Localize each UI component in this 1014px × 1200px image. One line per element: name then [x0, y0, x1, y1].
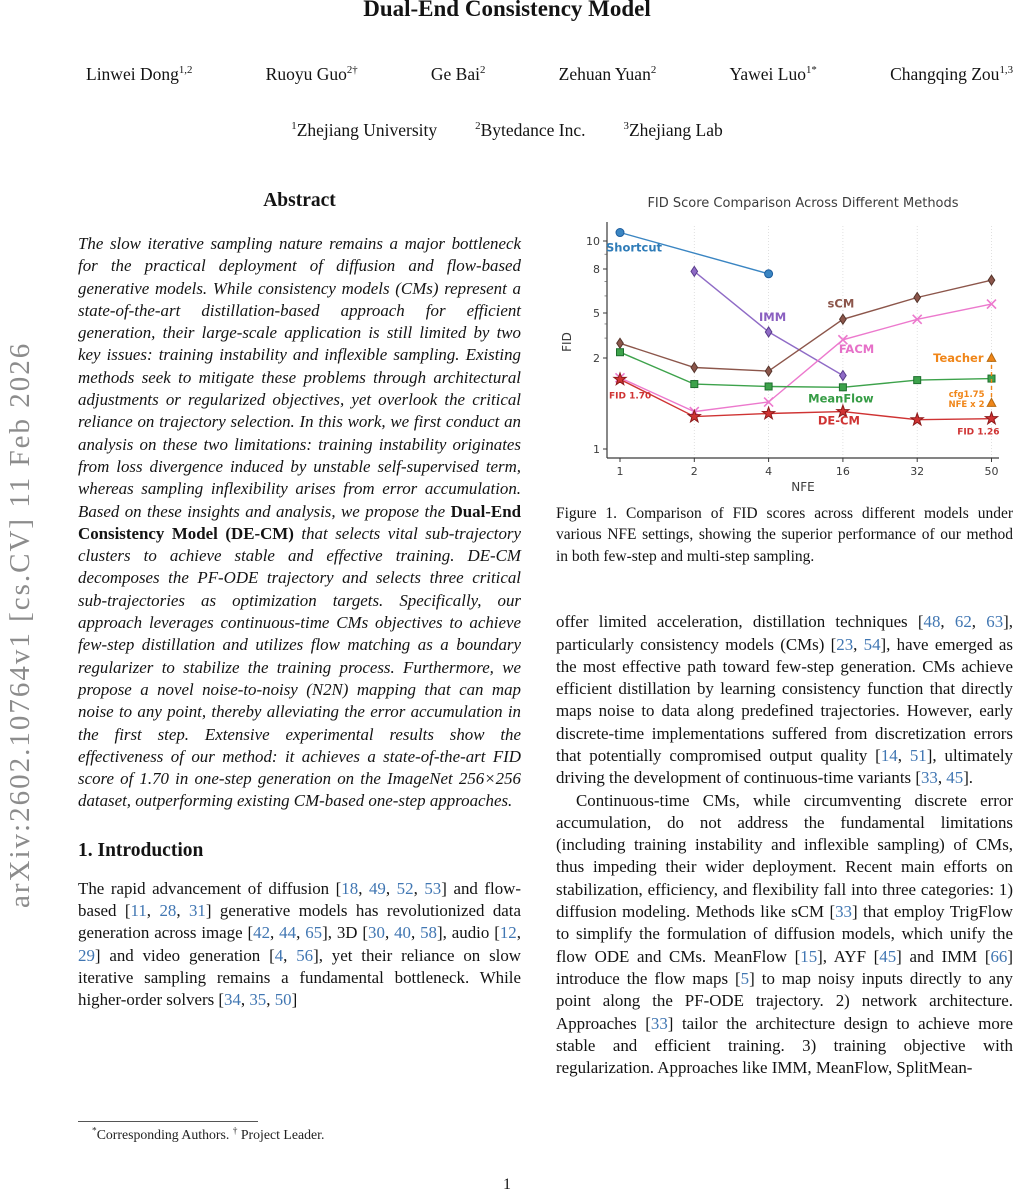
footnote-text: *Corresponding Authors. † Project Leader…: [92, 1126, 325, 1142]
citation-link[interactable]: 58: [420, 923, 437, 943]
citation-link[interactable]: 5: [740, 968, 750, 988]
citation-link[interactable]: 54: [863, 634, 881, 654]
citation-link[interactable]: 30: [368, 923, 385, 943]
svg-text:5: 5: [593, 307, 600, 320]
citation-link[interactable]: 42: [253, 923, 271, 943]
citation-link[interactable]: 14: [880, 746, 898, 765]
citation-link[interactable]: 35: [249, 990, 267, 1010]
affiliation: 1Zhejiang University: [291, 120, 438, 140]
citation-link[interactable]: 40: [394, 923, 411, 943]
svg-text:DE-CM: DE-CM: [818, 414, 860, 428]
affiliations-row: 1Zhejiang University 2Bytedance Inc. 3Zhej…: [0, 120, 1014, 141]
citation-link[interactable]: 49: [368, 878, 386, 898]
citation-link[interactable]: 11: [130, 901, 147, 921]
citation-link[interactable]: 4: [274, 945, 284, 965]
svg-text:2: 2: [593, 352, 600, 365]
footnote-rule: [78, 1121, 258, 1122]
svg-text:50: 50: [985, 465, 999, 478]
citation-link[interactable]: 48: [923, 612, 941, 632]
svg-text:FID: FID: [560, 332, 574, 352]
citation-link[interactable]: 33: [835, 902, 852, 922]
svg-text:1: 1: [593, 443, 600, 456]
citation-link[interactable]: 51: [909, 746, 927, 765]
author: Ge Bai2: [430, 64, 486, 84]
citation-link[interactable]: 23: [836, 634, 854, 654]
fid-comparison-chart: 1 2 4 16 32 50 1 2 5 8 10 FID Score Comparison Acro…: [560, 196, 1000, 494]
citation-link[interactable]: 15: [800, 946, 818, 966]
svg-text:MeanFlow: MeanFlow: [808, 391, 874, 405]
citation-link[interactable]: 63: [986, 612, 1004, 632]
citation-link[interactable]: 53: [424, 878, 442, 898]
abstract-heading: Abstract: [263, 190, 336, 211]
citation-link[interactable]: 18: [341, 878, 359, 898]
citation-link[interactable]: 66: [990, 946, 1008, 966]
citation-link[interactable]: 52: [396, 878, 414, 898]
author: Ruoyu Guo2†: [265, 64, 358, 84]
body-paragraph-2: Continuous-time CMs, while circumventing…: [556, 790, 1014, 1078]
affiliation: 2Bytedance Inc.: [475, 120, 586, 140]
abstract-text: The slow iterative sampling nature remai…: [78, 234, 522, 811]
svg-text:FID Score Comparison Across Di: FID Score Comparison Across Different Me…: [647, 196, 958, 211]
left-column: Abstract The slow iterative sampling nat…: [78, 190, 521, 1012]
citation-link[interactable]: 33: [650, 1013, 668, 1033]
svg-text:IMM: IMM: [759, 310, 786, 324]
author: Yawei Luo1*: [729, 64, 817, 84]
svg-text:FACM: FACM: [839, 342, 874, 356]
citation-link[interactable]: 62: [954, 612, 972, 632]
svg-text:FID 1.70: FID 1.70: [609, 391, 651, 401]
citation-link[interactable]: 44: [279, 923, 297, 943]
authors-row: Linwei Dong1,2 Ruoyu Guo2† Ge Bai2 Zehuan Y…: [86, 64, 1013, 85]
citation-link[interactable]: 56: [296, 945, 314, 965]
page-number: 1: [503, 1176, 511, 1193]
svg-text:Teacher: Teacher: [933, 351, 984, 365]
svg-text:8: 8: [593, 263, 600, 276]
svg-text:16: 16: [836, 465, 850, 478]
citation-link[interactable]: 28: [159, 901, 177, 921]
citation-link[interactable]: 33: [920, 768, 938, 788]
svg-text:2: 2: [691, 465, 698, 478]
figure-1: 1 2 4 16 32 50 1 2 5 8 10 FID Score Comparison Acro…: [556, 186, 1013, 567]
affiliation: 3Zhejiang Lab: [623, 120, 723, 140]
svg-text:10: 10: [586, 235, 600, 248]
citation-link[interactable]: 65: [305, 923, 323, 943]
paper-title: Dual-End Consistency Model: [363, 0, 651, 21]
citation-link[interactable]: 45: [946, 768, 964, 788]
svg-text:NFE: NFE: [791, 480, 814, 494]
section-heading-introduction: 1. Introduction: [78, 839, 204, 861]
citation-link[interactable]: 29: [78, 945, 95, 965]
citation-link[interactable]: 50: [274, 990, 292, 1010]
figure-1-caption: Figure 1. Comparison of FID scores acros…: [556, 505, 1013, 565]
svg-text:FID 1.26: FID 1.26: [957, 428, 999, 438]
author: Changqing Zou1,3: [890, 64, 1013, 84]
body-paragraph-1: offer limited acceleration, distillation…: [556, 612, 1014, 788]
arxiv-watermark: arXiv:2602.10764v1 [cs.CV] 11 Feb 2026: [4, 341, 36, 908]
author: Linwei Dong1,2: [86, 64, 193, 84]
svg-text:sCM: sCM: [828, 296, 855, 310]
citation-link[interactable]: 31: [188, 901, 206, 921]
author: Zehuan Yuan2: [558, 64, 657, 84]
svg-text:1: 1: [617, 465, 624, 478]
footnote: *Corresponding Authors. † Project Leader…: [78, 1121, 521, 1143]
citation-link[interactable]: 45: [879, 946, 897, 966]
svg-text:Shortcut: Shortcut: [606, 241, 663, 255]
svg-text:cfg1.75: cfg1.75: [949, 390, 985, 400]
svg-text:NFE x 2: NFE x 2: [948, 400, 984, 410]
citation-link[interactable]: 12: [499, 923, 517, 943]
intro-paragraph: The rapid advancement of diffusion [18, …: [78, 878, 521, 1010]
right-column: 1 2 4 16 32 50 1 2 5 8 10 FID Score Comparison Acro…: [556, 186, 1013, 1079]
svg-text:32: 32: [910, 465, 924, 478]
svg-text:4: 4: [765, 465, 772, 478]
citation-link[interactable]: 34: [224, 990, 241, 1010]
